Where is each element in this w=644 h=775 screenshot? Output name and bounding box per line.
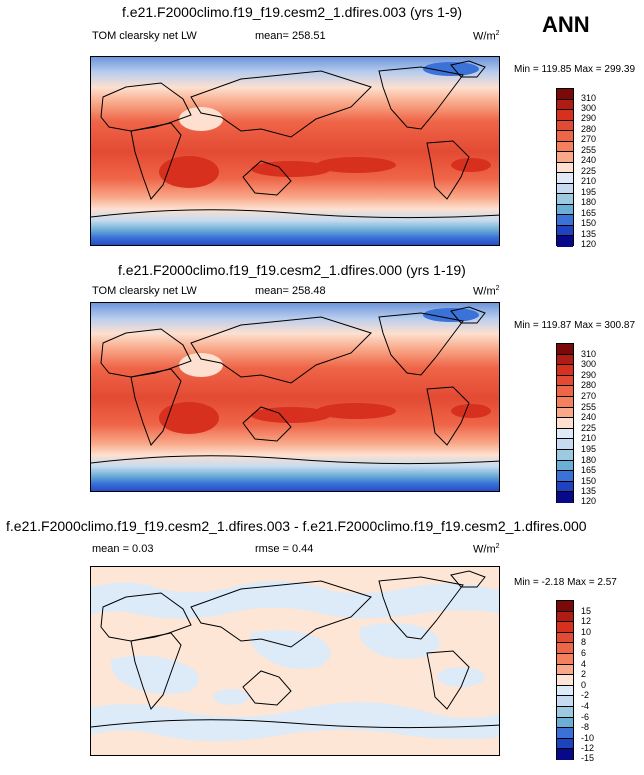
panel1-title: f.e21.F2000climo.f19_f19.cesm2_1.dfires.…	[122, 4, 463, 20]
panel3-tick: -12	[581, 743, 595, 753]
panel3-minmax: Min = -2.18 Max = 2.57	[514, 577, 617, 588]
panel2-colorbar	[556, 343, 574, 504]
panel1-tick: 210	[581, 176, 597, 186]
panel2-map	[90, 302, 500, 492]
panel2-tick: 270	[581, 391, 597, 401]
panel1-mean: mean= 258.51	[255, 30, 326, 42]
panel2-tick: 300	[581, 359, 597, 369]
panel1-tick: 300	[581, 103, 597, 113]
panel1-tick: 310	[581, 93, 597, 103]
panel3-colorbar	[556, 600, 574, 761]
panel2-units: W/m2	[473, 285, 500, 298]
panel1-variable: TOM clearsky net LW	[92, 30, 197, 42]
season-label: ANN	[542, 12, 590, 37]
panel2-tick: 180	[581, 455, 597, 465]
panel2-minmax: Min = 119.87 Max = 300.87	[514, 320, 636, 331]
panel1-tick: 150	[581, 218, 597, 228]
panel3-tick: -4	[581, 701, 590, 711]
panel2-tick: 195	[581, 444, 597, 454]
panel1-tick: 290	[581, 113, 597, 123]
panel1-tick: 240	[581, 155, 597, 165]
panel3-tick: -10	[581, 733, 595, 743]
panel2-tick: 165	[581, 465, 597, 475]
panel2-tick: 255	[581, 402, 597, 412]
panel1-minmax: Min = 119.85 Max = 299.39	[514, 64, 636, 75]
panel1-tick: 120	[581, 239, 597, 249]
panel3-tick: 2	[581, 669, 587, 679]
panel3-tick: 4	[581, 659, 587, 669]
panel1-tick: 280	[581, 124, 597, 134]
panel2-tick: 225	[581, 423, 597, 433]
panel3-rmse: rmse = 0.44	[255, 543, 314, 555]
panel2-tick: 280	[581, 380, 597, 390]
panel3-tick: -8	[581, 722, 590, 732]
panel1-tick: 195	[581, 187, 597, 197]
panel1-map	[90, 56, 500, 246]
panel1-units: W/m2	[473, 30, 500, 43]
panel1-tick: 270	[581, 134, 597, 144]
panel2-tick: 310	[581, 349, 597, 359]
panel3-mean: mean = 0.03	[92, 543, 154, 555]
panel1-tick: 180	[581, 197, 597, 207]
panel3-tick: 12	[581, 616, 592, 626]
panel2-tick: 135	[581, 486, 597, 496]
panel1-tick: 225	[581, 166, 597, 176]
panel3-tick: 6	[581, 648, 587, 658]
panel1-colorbar	[556, 88, 574, 247]
panel1-tick: 165	[581, 208, 597, 218]
panel3-title: f.e21.F2000climo.f19_f19.cesm2_1.dfires.…	[6, 518, 587, 534]
panel2-tick: 210	[581, 433, 597, 443]
panel1-tick: 135	[581, 229, 597, 239]
panel3-tick: 10	[581, 627, 592, 637]
panel2-tick: 120	[581, 496, 597, 506]
panel2-tick: 290	[581, 370, 597, 380]
panel2-title: f.e21.F2000climo.f19_f19.cesm2_1.dfires.…	[118, 262, 466, 278]
panel2-tick: 150	[581, 476, 597, 486]
panel3-tick: 15	[581, 606, 592, 616]
panel3-tick: -6	[581, 712, 590, 722]
panel2-tick: 240	[581, 412, 597, 422]
panel2-variable: TOM clearsky net LW	[92, 285, 197, 297]
panel3-units: W/m2	[473, 543, 500, 556]
panel3-tick: -15	[581, 753, 595, 763]
panel3-tick: 0	[581, 680, 587, 690]
panel1-tick: 255	[581, 145, 597, 155]
panel2-mean: mean= 258.48	[255, 285, 326, 297]
panel3-tick: -2	[581, 690, 590, 700]
panel3-map	[90, 566, 500, 756]
panel3-tick: 8	[581, 637, 587, 647]
